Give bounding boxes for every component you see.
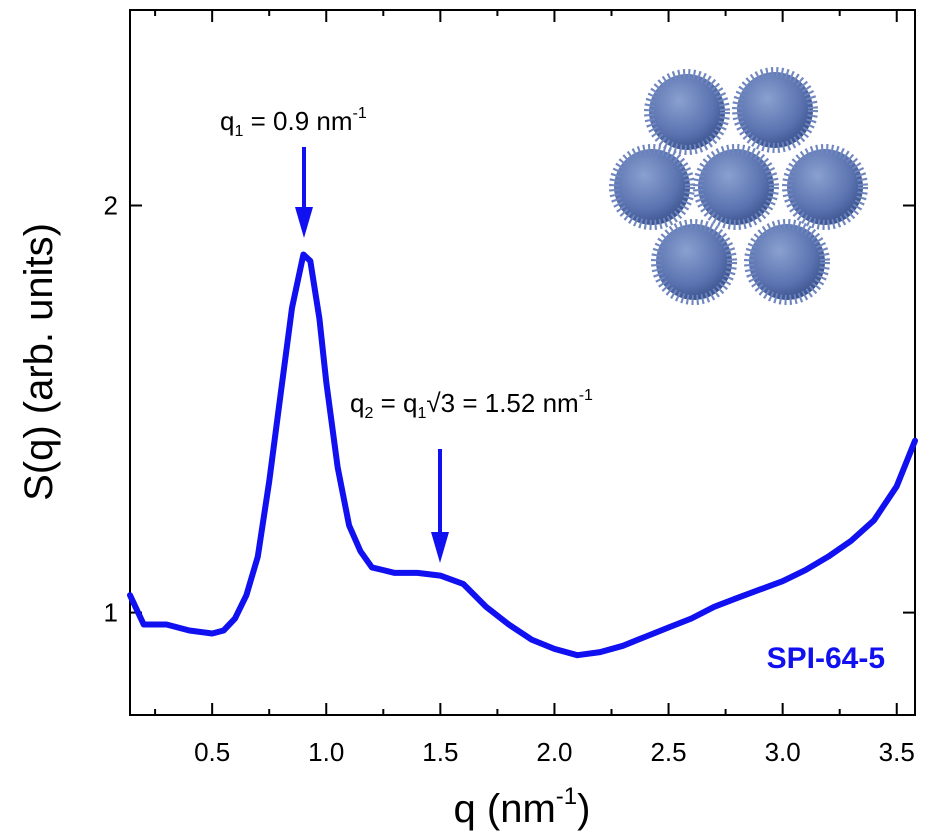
annotation: q1 = 0.9 nm-1 [220,105,367,140]
x-tick-label: 3.0 [765,737,801,767]
y-axis-label: S(q) (arb. units) [17,223,61,501]
data-line [127,251,918,659]
arrows [295,147,449,563]
inset-micelles [609,67,868,305]
y-tick-label: 1 [104,598,118,628]
annotation: q2 = q1√3 = 1.52 nm-1 [350,387,593,422]
x-tick-label: 1.0 [308,737,344,767]
x-tick-label: 2.0 [536,737,572,767]
x-tick-label: 2.5 [650,737,686,767]
x-axis-label: q (nm-1) [454,783,591,831]
y-tick-label: 2 [104,191,118,221]
x-tick-label: 0.5 [194,737,230,767]
sample-label: SPI-64-5 [767,642,885,675]
x-tick-label: 3.5 [879,737,915,767]
plot-frame [129,9,916,716]
x-tick-label: 1.5 [422,737,458,767]
